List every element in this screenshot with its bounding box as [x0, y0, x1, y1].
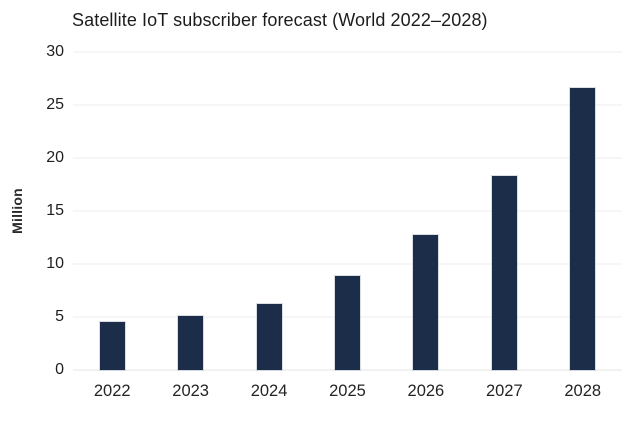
- gridline-20: [73, 157, 622, 159]
- y-tick-label-5: 5: [55, 308, 64, 325]
- bar-column-2024: [230, 52, 308, 370]
- bar-column-2022: [73, 52, 151, 370]
- y-tick-label-10: 10: [46, 255, 64, 272]
- gridline-10: [73, 263, 622, 265]
- plot-area: [73, 51, 622, 371]
- bar-2024: [256, 304, 282, 370]
- x-tick-label-2022: 2022: [93, 382, 131, 400]
- y-tick-label-30: 30: [46, 43, 64, 60]
- bar-2023: [178, 315, 204, 370]
- y-tick-label-15: 15: [46, 202, 64, 219]
- bar-2025: [334, 275, 360, 370]
- x-tick-label-2025: 2025: [329, 382, 366, 400]
- bar-2022: [99, 322, 125, 370]
- bar-column-2023: [151, 52, 229, 370]
- gridline-0: [73, 369, 622, 371]
- bar-column-2025: [308, 52, 386, 370]
- x-axis-tick-labels: 2022 2023 2024 2025 2026 2027 2028: [73, 380, 622, 403]
- bar-2027: [491, 176, 517, 370]
- x-tick-label-2026: 2026: [407, 382, 445, 400]
- chart-title: Satellite IoT subscriber forecast (World…: [72, 10, 488, 30]
- x-tick-label-2024: 2024: [250, 382, 288, 400]
- bar-2028: [570, 88, 596, 370]
- gridline-30: [73, 51, 622, 53]
- y-axis-tick-labels: 0 5 10 15 20 25 30: [0, 44, 64, 378]
- bar-column-2026: [387, 52, 465, 370]
- y-tick-label-20: 20: [46, 149, 64, 166]
- x-tick-label-2027: 2027: [485, 382, 523, 400]
- x-tick-label-2023: 2023: [172, 382, 209, 400]
- gridline-15: [73, 210, 622, 212]
- y-tick-label-0: 0: [55, 361, 64, 378]
- bar-column-2028: [544, 52, 622, 370]
- bar-2026: [413, 235, 439, 370]
- x-tick-label-2028: 2028: [564, 382, 602, 400]
- bar-series: [73, 52, 622, 370]
- gridline-25: [73, 104, 622, 106]
- y-tick-label-25: 25: [46, 96, 64, 113]
- bar-column-2027: [465, 52, 543, 370]
